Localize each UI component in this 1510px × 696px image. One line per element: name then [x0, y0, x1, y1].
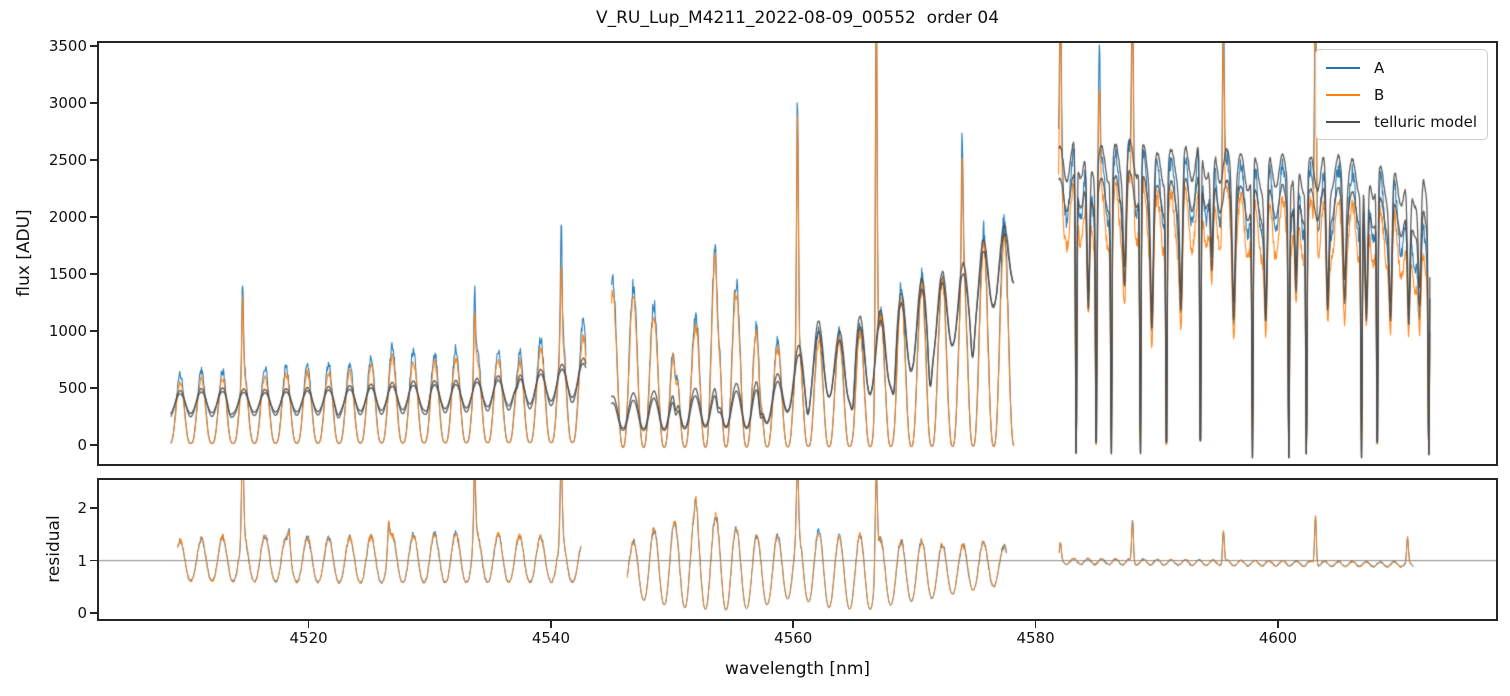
flux-panel: [97, 41, 1498, 466]
legend-line-swatch: [1326, 66, 1360, 69]
legend-entry-label: telluric model: [1374, 112, 1478, 131]
flux-y-tick: [90, 273, 97, 275]
x-tick: [792, 621, 795, 628]
flux-plot-canvas: [99, 43, 1496, 464]
flux-y-tick: [90, 159, 97, 161]
flux-y-tick: [90, 330, 97, 332]
x-axis-label: wavelength [nm]: [724, 659, 871, 679]
flux-y-tick-label: 3500: [48, 36, 87, 55]
flux-y-tick-label: 1500: [48, 265, 87, 284]
residual-y-tick-label: 2: [77, 499, 87, 518]
flux-y-tick-label: 2000: [48, 208, 87, 226]
residual-y-tick-label: 0: [77, 603, 87, 622]
flux-y-tick-label: 2500: [48, 150, 87, 169]
flux-y-tick: [90, 102, 97, 104]
residual-y-tick-label: 1: [77, 551, 87, 570]
legend-line-swatch: [1326, 120, 1360, 123]
legend-line-swatch: [1326, 93, 1360, 96]
x-tick: [550, 621, 552, 628]
flux-y-tick-label: 3000: [48, 93, 87, 112]
flux-y-tick-label: 0: [77, 436, 87, 455]
flux-y-tick: [90, 216, 97, 218]
residual-y-axis-label: residual: [44, 515, 64, 583]
flux-y-tick: [90, 387, 97, 389]
residual-plot-canvas: [99, 480, 1496, 619]
x-tick: [1277, 621, 1279, 628]
residual-panel: [97, 478, 1498, 621]
legend-entry-telluric-model: telluric model: [1326, 109, 1479, 135]
x-tick-label: 4520: [289, 629, 328, 647]
x-tick-label: 4600: [1258, 629, 1297, 647]
legend-entry-label: A: [1374, 58, 1385, 77]
legend-entry-label: B: [1374, 85, 1385, 104]
legend-entry-a: A: [1326, 55, 1479, 81]
flux-y-tick-label: 500: [58, 379, 87, 398]
residual-y-tick: [90, 507, 97, 510]
x-tick: [307, 621, 310, 628]
flux-y-axis-label: flux [ADU]: [14, 209, 34, 297]
flux-y-tick-label: 1000: [48, 322, 87, 341]
flux-y-tick: [90, 444, 97, 446]
x-tick-label: 4560: [774, 629, 813, 647]
x-tick-label: 4540: [531, 629, 571, 647]
x-tick-label: 4580: [1016, 629, 1055, 647]
figure-title: V_RU_Lup_M4211_2022-08-09_00552 order 04: [595, 8, 1000, 28]
flux-y-tick: [90, 45, 97, 47]
x-tick: [1034, 621, 1037, 628]
legend-entry-b: B: [1326, 82, 1479, 108]
residual-y-tick: [90, 612, 97, 614]
residual-y-tick: [90, 559, 97, 562]
